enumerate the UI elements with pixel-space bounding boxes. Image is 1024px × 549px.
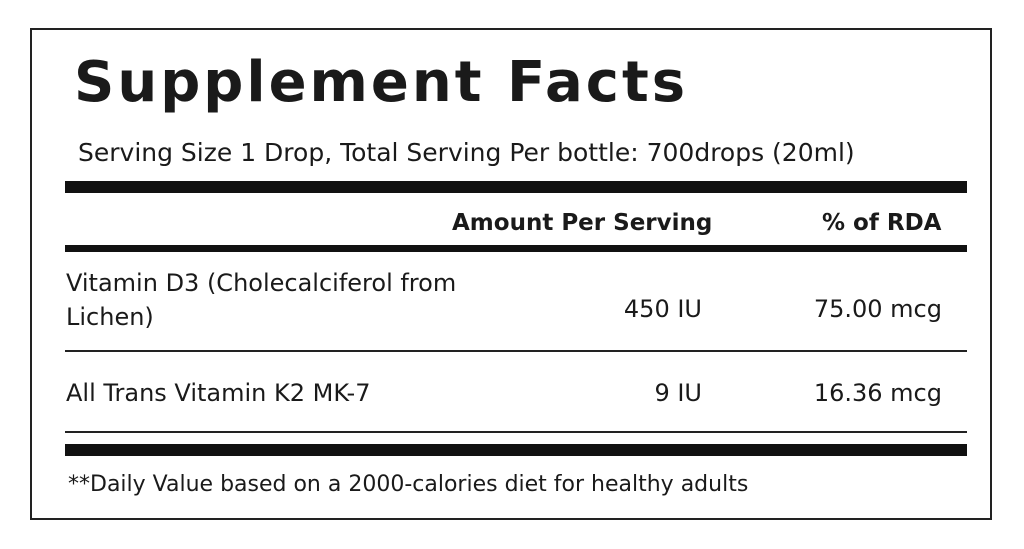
column-header: % of RDA	[822, 210, 942, 236]
thick-rule	[65, 181, 967, 193]
column-header: Amount Per Serving	[452, 210, 713, 236]
rda: 16.36 mcg	[813, 379, 942, 407]
nutrient-name: All Trans Vitamin K2 MK-7	[66, 379, 371, 407]
footnote: **Daily Value based on a 2000-calories d…	[68, 472, 749, 497]
row-rule	[65, 431, 967, 433]
rda: 75.00 mcg	[813, 295, 942, 323]
rule	[65, 245, 967, 252]
facts-panel: Supplement Facts Serving Size 1 Drop, To…	[30, 28, 992, 520]
amount: 9 IU	[654, 379, 702, 407]
amount: 450 IU	[623, 295, 702, 323]
serving-info: Serving Size 1 Drop, Total Serving Per b…	[78, 138, 855, 167]
title: Supplement Facts	[74, 50, 689, 115]
nutrient-name: Vitamin D3 (Cholecalciferol from Lichen)	[66, 269, 457, 331]
row-rule	[65, 350, 967, 352]
thick-rule	[65, 444, 967, 456]
